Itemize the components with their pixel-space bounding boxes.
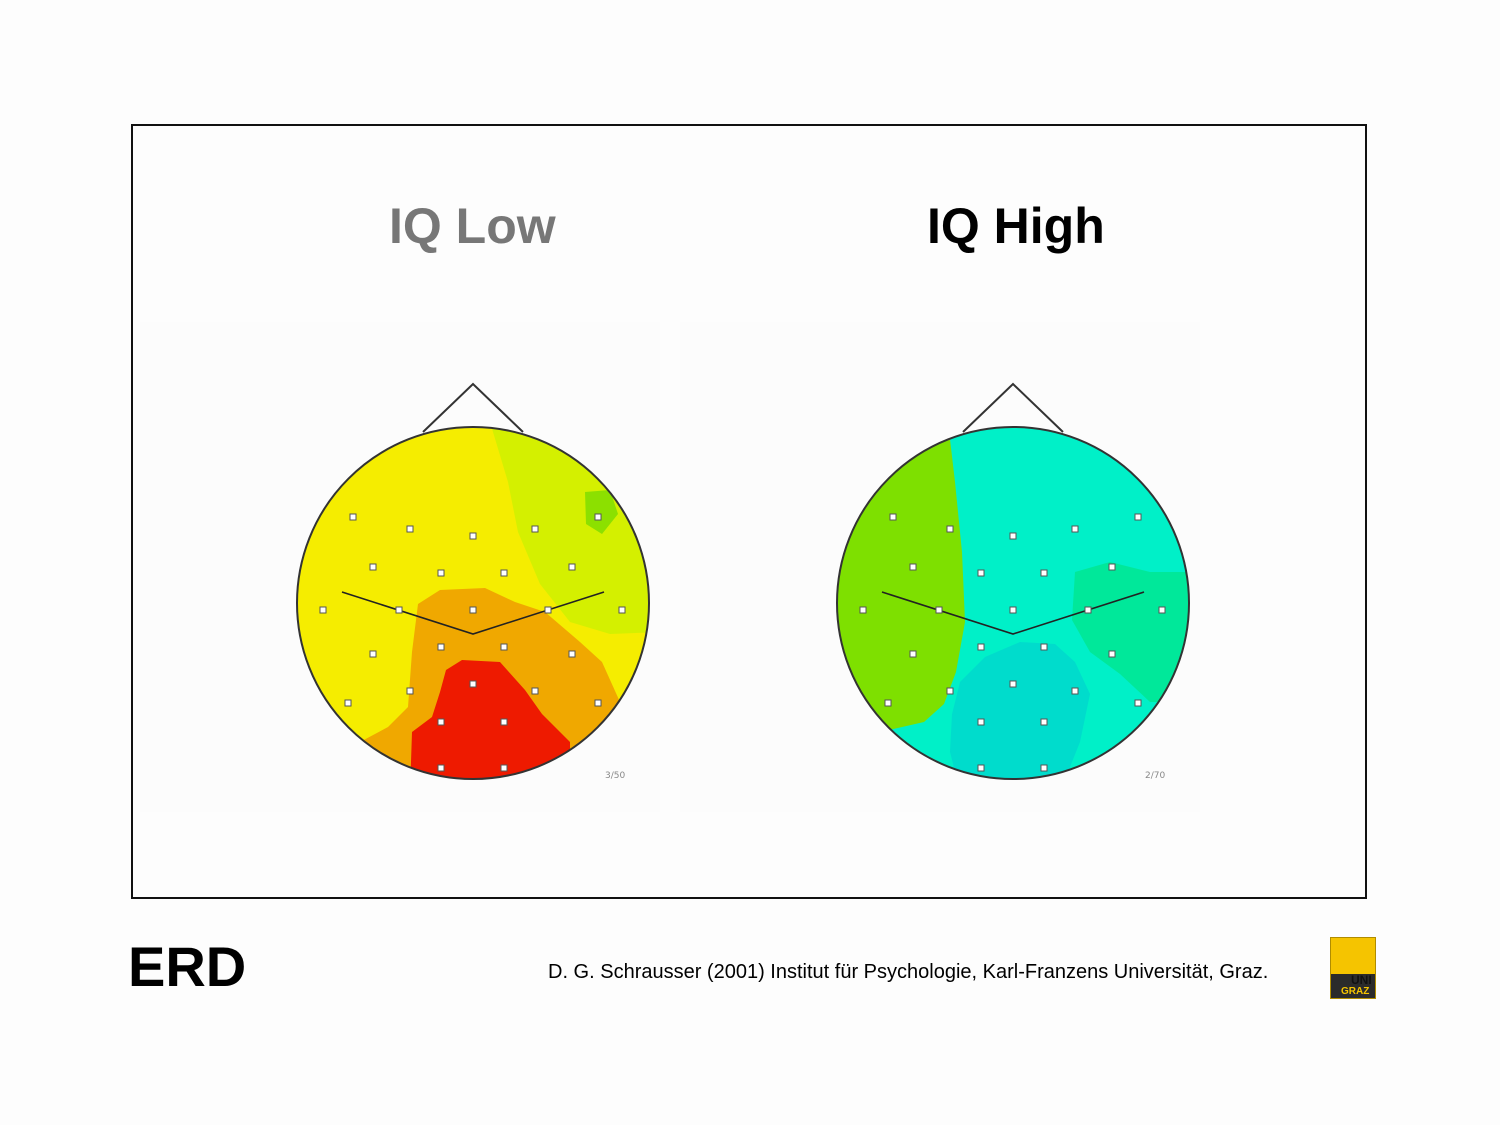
electrode-marker <box>568 563 576 571</box>
region-occipital-cyan <box>950 642 1090 779</box>
uni-graz-logo: UNI GRAZ <box>1330 937 1376 999</box>
electrode-marker <box>1040 643 1048 651</box>
electrode-marker <box>889 513 897 521</box>
electrode-marker <box>1009 532 1017 540</box>
scale-label: 2/70 <box>1145 771 1165 781</box>
electrode-marker <box>977 718 985 726</box>
electrode-marker <box>946 687 954 695</box>
electrode-marker <box>349 513 357 521</box>
electrode-marker <box>594 513 602 521</box>
iq-high-topomap-panel: 2/70 <box>680 322 1200 812</box>
electrode-marker <box>437 643 445 651</box>
electrode-marker <box>369 650 377 658</box>
citation-text: D. G. Schrausser (2001) Institut für Psy… <box>548 961 1269 983</box>
electrode-marker <box>1009 680 1017 688</box>
electrode-marker <box>531 687 539 695</box>
region-occipital-red <box>410 660 570 779</box>
region-right-spot <box>585 490 618 534</box>
electrode-marker <box>1134 513 1142 521</box>
electrode-marker <box>344 699 352 707</box>
electrode-marker <box>369 563 377 571</box>
electrode-marker <box>946 525 954 533</box>
electrode-marker <box>909 563 917 571</box>
electrode-marker <box>395 606 403 614</box>
iq-high-topomap: 2/70 <box>836 382 1190 781</box>
electrode-marker <box>406 525 414 533</box>
electrode-marker <box>594 699 602 707</box>
electrode-marker <box>319 606 327 614</box>
midline-marker <box>341 591 605 635</box>
electrode-marker <box>1108 563 1116 571</box>
electrode-marker <box>977 764 985 772</box>
electrode-marker <box>935 606 943 614</box>
nose-marker <box>422 382 524 433</box>
electrode-marker <box>469 680 477 688</box>
electrode-marker <box>1071 525 1079 533</box>
electrode-marker <box>1158 606 1166 614</box>
electrode-marker <box>1084 606 1092 614</box>
electrode-grid <box>859 513 1166 772</box>
head-outline <box>836 426 1190 780</box>
electrode-marker <box>544 606 552 614</box>
nose-marker <box>962 382 1064 433</box>
midline-marker <box>881 591 1145 635</box>
head-outline <box>296 426 650 780</box>
electrode-marker <box>500 643 508 651</box>
electrode-marker <box>1040 718 1048 726</box>
electrode-marker <box>1071 687 1079 695</box>
electrode-marker <box>1040 764 1048 772</box>
electrode-marker <box>406 687 414 695</box>
electrode-marker <box>500 718 508 726</box>
scale-label: 3/50 <box>605 771 625 781</box>
electrode-marker <box>977 569 985 577</box>
iq-high-title: IQ High <box>927 198 1105 254</box>
electrode-marker <box>909 650 917 658</box>
electrode-marker <box>469 532 477 540</box>
electrode-marker <box>977 643 985 651</box>
electrode-marker <box>437 718 445 726</box>
electrode-marker <box>437 569 445 577</box>
iq-low-topomap-panel: 3/50 <box>140 322 660 812</box>
electrode-marker <box>1040 569 1048 577</box>
electrode-marker <box>568 650 576 658</box>
electrode-marker <box>618 606 626 614</box>
electrode-marker <box>1009 606 1017 614</box>
iq-low-title: IQ Low <box>389 198 556 254</box>
electrode-marker <box>469 606 477 614</box>
electrode-grid <box>319 513 626 772</box>
svg-text:GRAZ: GRAZ <box>1341 986 1369 997</box>
iq-low-topomap: 3/50 <box>296 382 650 781</box>
svg-text:UNI: UNI <box>1351 973 1372 987</box>
electrode-marker <box>1134 699 1142 707</box>
erd-label: ERD <box>128 935 247 998</box>
electrode-marker <box>531 525 539 533</box>
region-right-green <box>1072 562 1189 702</box>
electrode-marker <box>884 699 892 707</box>
electrode-marker <box>500 569 508 577</box>
electrode-marker <box>1108 650 1116 658</box>
electrode-marker <box>859 606 867 614</box>
iq-low-activation-regions <box>297 427 649 779</box>
uni-graz-logo-graphic: UNI GRAZ <box>1331 973 1375 998</box>
electrode-marker <box>437 764 445 772</box>
electrode-marker <box>500 764 508 772</box>
